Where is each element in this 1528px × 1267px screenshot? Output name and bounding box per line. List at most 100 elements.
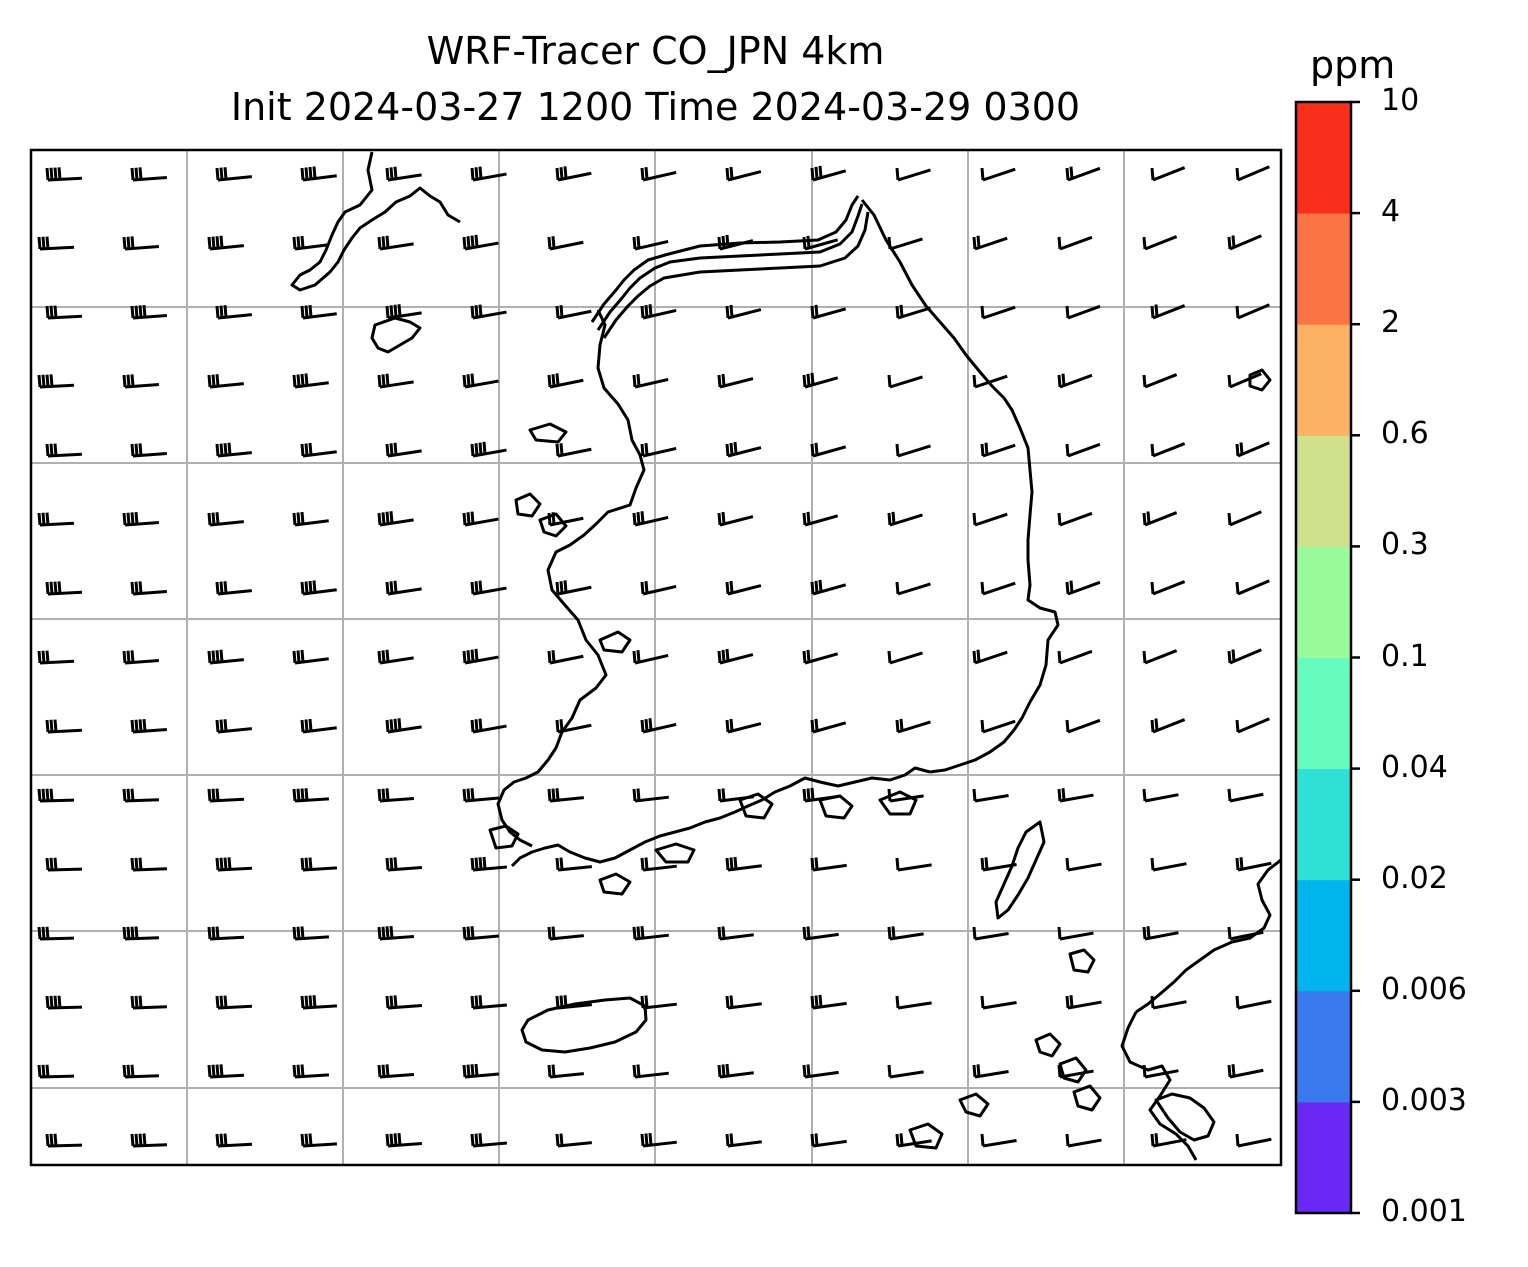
- wind-barb: [1235, 165, 1270, 182]
- wind-barb: [130, 304, 168, 320]
- wind-barb: [462, 648, 499, 665]
- wind-barb: [555, 305, 592, 320]
- coastline-korea-south: [510, 766, 931, 868]
- coastline-ulleung-like: [1248, 368, 1272, 392]
- wind-barb: [207, 788, 245, 803]
- wind-barb: [887, 1064, 924, 1079]
- wind-barb: [1065, 304, 1101, 320]
- colorbar-tick-label: 10: [1381, 83, 1420, 118]
- wind-barb: [717, 511, 754, 527]
- coastline-korea-islands-s1: [598, 872, 632, 896]
- wind-barb: [292, 649, 329, 665]
- wind-barb: [802, 1064, 839, 1079]
- wind-barb: [810, 304, 847, 320]
- wind-barb: [1142, 511, 1178, 527]
- colorbar-tick-label: 0.3: [1381, 527, 1429, 563]
- wind-barb: [122, 236, 160, 251]
- wind-barb: [207, 512, 244, 527]
- wind-barb: [215, 167, 252, 182]
- wind-barb: [45, 305, 83, 320]
- wind-barb: [725, 1133, 762, 1148]
- wind-barb: [1057, 1064, 1094, 1079]
- colorbar-segment: [1296, 102, 1351, 214]
- wind-barb: [1065, 580, 1101, 596]
- wind-barb: [300, 995, 338, 1010]
- wind-barb: [547, 512, 584, 527]
- wind-barb: [470, 304, 507, 320]
- wind-barb: [1057, 235, 1093, 251]
- wind-barb: [980, 305, 1016, 320]
- wind-barb: [887, 511, 923, 527]
- wind-barb: [300, 580, 337, 596]
- wind-barb: [980, 857, 1017, 872]
- wind-barb: [1235, 857, 1272, 872]
- wind-barb: [1057, 926, 1094, 941]
- wind-barb: [1057, 373, 1093, 389]
- wind-barb: [632, 1064, 669, 1079]
- colorbar-tick-label: 0.04: [1381, 749, 1448, 785]
- wind-barb: [802, 787, 839, 803]
- coastline-korea-border-river-2: [602, 211, 870, 339]
- wind-barb: [470, 718, 507, 734]
- wind-barb: [1142, 649, 1178, 665]
- wind-barb: [895, 443, 931, 458]
- wind-barb: [640, 580, 677, 596]
- wind-barb: [377, 373, 414, 389]
- wind-barb: [45, 581, 83, 596]
- wind-barb: [462, 788, 500, 803]
- wind-barb: [895, 857, 932, 872]
- colorbar-segment: [1296, 435, 1351, 547]
- wind-barb: [895, 718, 931, 734]
- wind-barb: [810, 994, 847, 1010]
- wind-barb: [895, 304, 931, 320]
- wind-barb: [292, 373, 329, 389]
- wind-barb: [1065, 857, 1102, 872]
- wind-barb: [1235, 303, 1270, 320]
- coastline-korea-islands-s5: [878, 790, 918, 816]
- wind-barb: [462, 926, 500, 941]
- wind-barb: [377, 511, 414, 527]
- wind-barb: [1235, 579, 1270, 596]
- wind-barb: [300, 304, 337, 320]
- wind-barb: [895, 1133, 932, 1148]
- colorbar-segment: [1296, 768, 1351, 881]
- colorbar-segment: [1296, 990, 1351, 1103]
- wind-barb: [122, 926, 160, 941]
- wind-barb: [207, 235, 244, 251]
- wind-barb: [37, 788, 75, 803]
- wind-barb: [45, 1133, 83, 1148]
- wind-barb: [292, 235, 329, 251]
- wind-barb: [980, 167, 1016, 182]
- map-title-line2: Init 2024-03-27 1200 Time 2024-03-29 030…: [230, 85, 1081, 129]
- wind-barb: [555, 1133, 592, 1148]
- wind-barb: [547, 788, 584, 803]
- plot-area: [29, 148, 1283, 1167]
- wind-barb: [725, 304, 762, 320]
- wind-barb: [45, 443, 83, 458]
- coastlines: [290, 151, 1281, 1161]
- wind-barb: [895, 995, 932, 1010]
- coastline-goto-3: [1072, 1084, 1102, 1112]
- wind-barb: [37, 236, 75, 251]
- wind-barb: [632, 373, 669, 389]
- wind-barb: [470, 441, 507, 458]
- wind-barb: [555, 857, 592, 872]
- colorbar-tick-label: 0.001: [1381, 1194, 1467, 1229]
- coastline-tsushima: [994, 820, 1046, 920]
- wind-barb: [1227, 926, 1264, 941]
- colorbar-segment: [1296, 657, 1351, 770]
- colorbar-segment: [1296, 879, 1351, 992]
- wind-barb: [385, 1132, 423, 1148]
- wind-barb: [555, 719, 592, 734]
- wind-barb: [1142, 235, 1178, 251]
- wind-barb: [1057, 649, 1093, 665]
- wind-barb: [1227, 788, 1264, 803]
- wind-barb: [802, 511, 839, 527]
- wind-barb: [980, 581, 1016, 596]
- wind-barb: [980, 995, 1017, 1010]
- coastline-korea-islands-sw: [488, 824, 520, 850]
- wind-barb: [122, 1064, 160, 1079]
- colorbar-tick-label: 0.02: [1381, 860, 1448, 896]
- wind-barb: [1227, 510, 1262, 527]
- wind-barb: [1150, 718, 1186, 734]
